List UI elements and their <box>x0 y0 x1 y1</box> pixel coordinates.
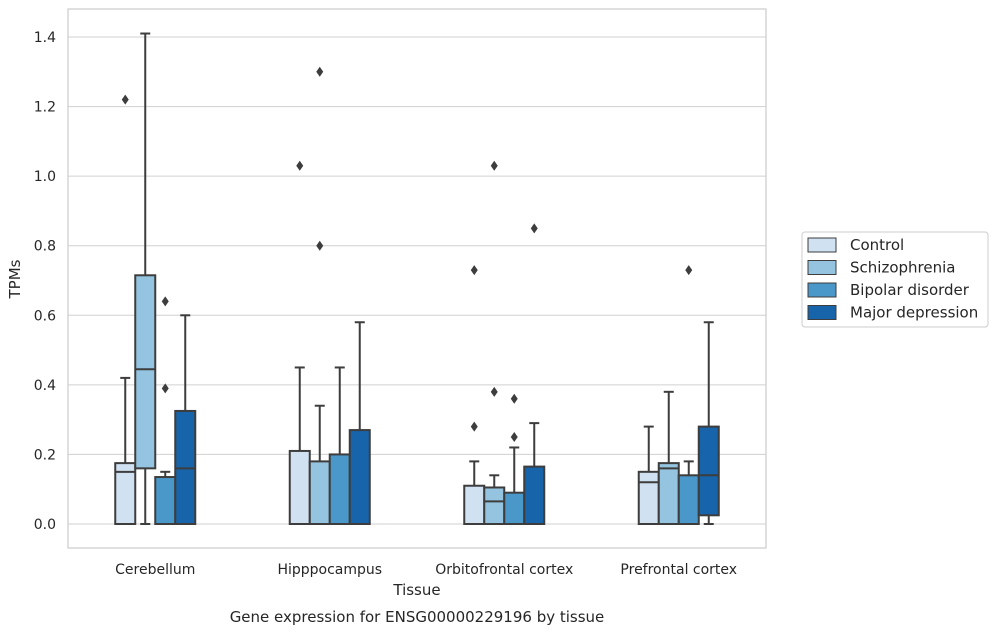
x-tick-label: Hipppocampus <box>277 562 382 578</box>
legend: Control Schizophrenia Bipolar disorder Majo… <box>801 231 989 328</box>
y-tick-label: 0.8 <box>34 239 56 255</box>
outlier-point <box>161 383 169 394</box>
outlier-point <box>316 66 324 77</box>
box-body <box>114 462 137 525</box>
box-body <box>328 453 351 525</box>
outlier-point <box>685 265 693 276</box>
box-1-2 <box>288 160 311 526</box>
outlier-point <box>121 94 129 105</box>
box-body <box>288 449 311 526</box>
legend-swatch <box>807 237 837 253</box>
box-body <box>523 465 546 526</box>
outlier-point <box>530 223 538 234</box>
x-tick-label: Orbitofrontal cortex <box>435 562 573 578</box>
outlier-point <box>470 265 478 276</box>
y-tick-label: 1.2 <box>34 100 56 116</box>
outlier-point <box>490 160 498 171</box>
box-body <box>308 460 331 525</box>
box-3-2 <box>328 366 351 525</box>
outlier-point <box>316 240 324 251</box>
box-body <box>637 470 660 526</box>
box-4-1 <box>174 314 197 526</box>
outlier-point <box>510 432 518 443</box>
grid-lines <box>68 36 766 525</box>
y-tick-label: 0.0 <box>34 517 56 533</box>
box-body <box>697 425 720 517</box>
box-3-1 <box>154 296 177 525</box>
box-1-1 <box>114 94 137 525</box>
y-axis-title: TPMs <box>6 259 24 299</box>
y-tick-labels: 0.0 0.2 0.4 0.6 0.8 1.0 1.2 1.4 <box>34 30 56 533</box>
legend-label: Major depression <box>850 304 978 322</box>
legend-label: Bipolar disorder <box>850 281 970 299</box>
box-3-4 <box>677 265 700 525</box>
box-body <box>154 476 177 525</box>
box-marks <box>114 32 720 526</box>
box-body <box>348 429 371 526</box>
outlier-point <box>470 421 478 432</box>
legend-label: Control <box>850 236 904 254</box>
legend-swatch <box>807 260 837 275</box>
outlier-point <box>161 296 169 307</box>
x-axis-title: Tissue <box>392 581 440 599</box>
y-tick-label: 0.2 <box>34 447 56 463</box>
box-2-1 <box>134 32 157 525</box>
box-3-3 <box>503 393 526 526</box>
x-tick-label: Cerebellum <box>115 562 195 578</box>
legend-swatch <box>807 282 837 298</box>
outlier-point <box>510 393 518 404</box>
box-2-4 <box>657 390 680 525</box>
y-tick-label: 0.4 <box>34 378 56 394</box>
box-body <box>503 491 526 526</box>
box-4-3 <box>523 223 546 526</box>
legend-frame <box>801 231 989 328</box>
box-1-4 <box>637 425 660 526</box>
y-tick-label: 0.6 <box>34 308 56 324</box>
box-body <box>677 474 700 525</box>
legend-label: Schizophrenia <box>850 259 955 277</box>
box-4-2 <box>348 321 371 526</box>
x-tick-label: Prefrontal cortex <box>620 562 737 578</box>
box-body <box>134 274 157 470</box>
outlier-point <box>490 386 498 397</box>
box-body <box>657 462 680 525</box>
legend-swatch <box>807 305 837 320</box>
box-4-4 <box>697 321 720 525</box>
x-tick-labels: Cerebellum Hipppocampus Orbitofrontal cort… <box>115 562 737 578</box>
box-1-3 <box>463 265 486 526</box>
y-tick-label: 1.4 <box>34 30 56 46</box>
chart-title: Gene expression for ENSG00000229196 by t… <box>230 608 605 626</box>
box-body <box>483 486 506 526</box>
outlier-point <box>296 160 304 171</box>
box-body <box>463 484 486 526</box>
box-2-3 <box>483 160 506 526</box>
plot-area-frame <box>67 8 767 549</box>
box-2-2 <box>308 66 331 525</box>
y-tick-label: 1.0 <box>34 169 56 185</box>
